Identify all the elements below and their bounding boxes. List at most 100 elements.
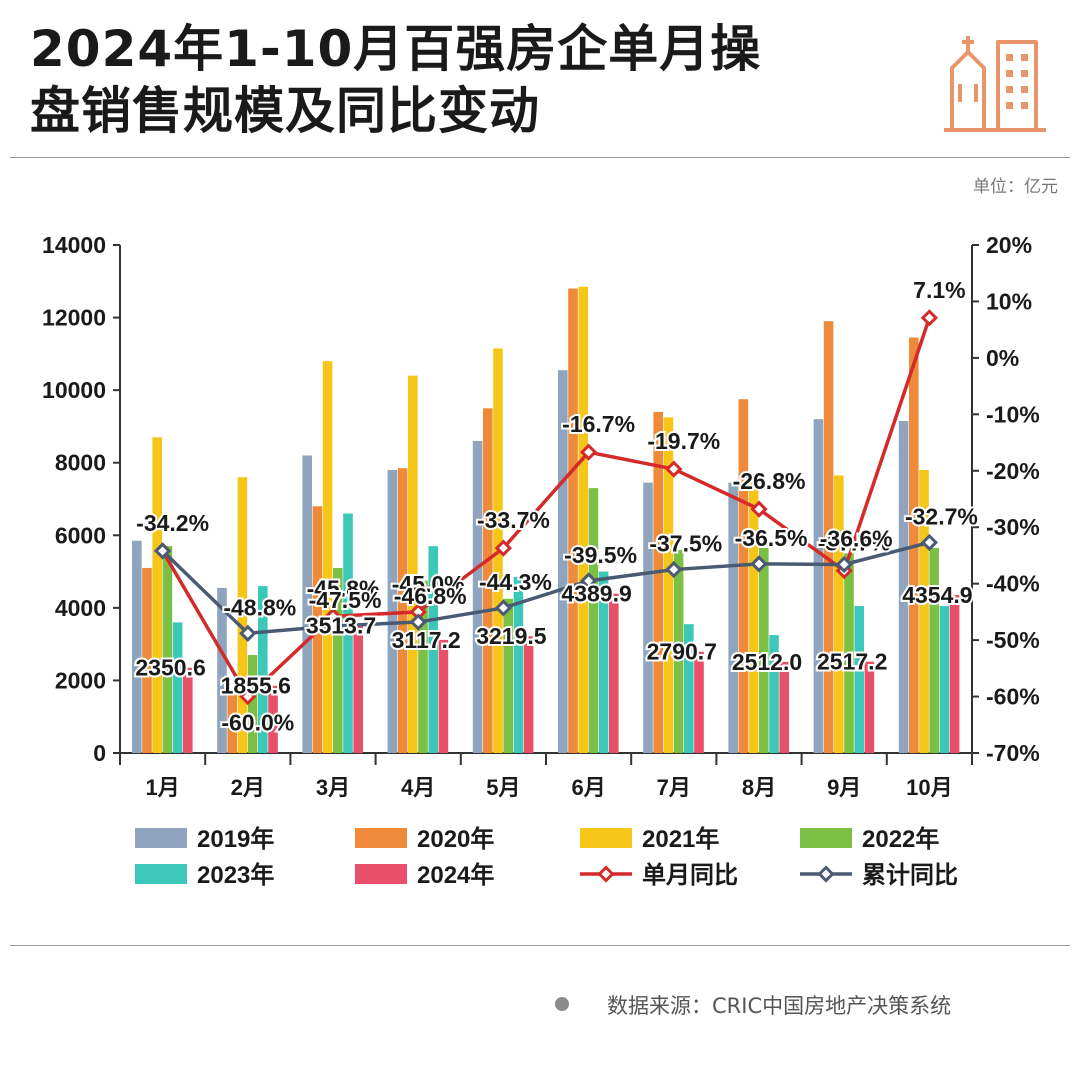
bar	[919, 469, 929, 753]
legend-label: 2019年	[197, 825, 274, 853]
data-label: 2790.7	[647, 639, 717, 665]
bar	[609, 593, 619, 753]
data-label: -39.5%	[564, 542, 637, 568]
data-label: 7.1%	[913, 277, 965, 303]
bar	[578, 286, 588, 753]
legend-swatch	[800, 828, 852, 848]
data-label: -16.7%	[562, 411, 635, 437]
y-tick-label: 2000	[55, 667, 106, 693]
page-title: 2024年1-10月百强房企单月操 盘销售规模及同比变动	[30, 18, 910, 142]
data-label: -36.5%	[735, 525, 808, 551]
bar	[438, 639, 449, 753]
bullet-dot	[555, 997, 569, 1011]
bar	[728, 482, 738, 753]
bar	[694, 651, 704, 753]
bar	[172, 622, 183, 753]
data-label: -32.7%	[905, 503, 978, 529]
bar	[844, 553, 854, 753]
x-tick-label: 8月	[742, 775, 776, 800]
bar	[268, 685, 278, 753]
x-tick-label: 6月	[571, 775, 605, 800]
bar	[132, 540, 142, 753]
y2-tick-label: -30%	[986, 514, 1040, 540]
data-label: 4354.9	[902, 582, 972, 608]
bar	[779, 661, 789, 753]
data-label: 3117.2	[392, 627, 461, 653]
y2-tick-label: -10%	[986, 401, 1040, 427]
y2-tick-label: -20%	[986, 458, 1040, 484]
x-tick-label: 7月	[657, 775, 691, 800]
line-point	[835, 555, 853, 574]
y-tick-label: 6000	[55, 522, 106, 548]
line-point	[579, 572, 598, 590]
legend-label: 2021年	[642, 825, 719, 853]
y2-tick-label: 10%	[986, 288, 1032, 314]
line-point	[665, 560, 683, 579]
bar	[472, 440, 483, 753]
data-label: 3513.7	[306, 613, 376, 639]
bar	[503, 598, 513, 753]
data-label: -45.8%	[307, 575, 380, 601]
x-tick-label: 3月	[316, 775, 350, 800]
x-tick-label: 5月	[486, 775, 520, 800]
y2-tick-label: 20%	[986, 232, 1032, 258]
sales-chart: 0 2000 4000 6000 8000 10000 12000 14000 -70% -60%…	[42, 232, 1040, 889]
x-tick-label: 9月	[827, 775, 861, 800]
bar	[834, 475, 844, 753]
bar	[653, 411, 663, 753]
data-label: 2512.0	[732, 649, 802, 675]
bar	[353, 625, 363, 753]
line-point	[494, 539, 513, 557]
x-tick-label: 10月	[906, 775, 952, 800]
x-tick-label: 1月	[145, 775, 179, 800]
bar	[513, 577, 524, 753]
bar	[247, 655, 258, 753]
legend-label: 累计同比	[862, 862, 958, 889]
bar	[428, 546, 438, 753]
bar	[258, 586, 268, 753]
y-tick-label: 0	[93, 740, 106, 766]
line-point	[239, 687, 257, 706]
y2-tick-label: -70%	[986, 740, 1040, 766]
bar	[568, 288, 578, 753]
bar	[854, 606, 864, 753]
bar	[929, 547, 939, 753]
legend-swatch	[355, 828, 407, 848]
unit-label: 单位：亿元	[973, 177, 1058, 197]
bar	[558, 370, 568, 753]
bar	[227, 694, 237, 753]
legend-swatch	[135, 828, 187, 848]
y-tick-label: 14000	[42, 232, 106, 258]
data-label: 1855.6	[221, 673, 291, 699]
data-label: 2350.6	[135, 655, 205, 681]
line-point	[920, 309, 939, 327]
y-tick-label: 12000	[42, 305, 106, 331]
line-point	[920, 533, 939, 552]
bar	[939, 606, 950, 753]
title-line-1: 2024年1-10月百强房企单月操	[30, 20, 762, 78]
bar	[738, 399, 749, 753]
line-point	[579, 443, 598, 461]
legend-swatch	[580, 828, 632, 848]
header-divider	[10, 157, 1070, 158]
data-label: -44.3%	[479, 569, 552, 595]
bar	[217, 587, 227, 753]
bar	[237, 477, 248, 753]
bar	[769, 635, 779, 753]
legend-label: 2022年	[862, 825, 939, 853]
bar	[418, 580, 428, 753]
line-point	[494, 599, 513, 617]
bar	[343, 513, 353, 753]
data-label: -19.7%	[647, 428, 720, 454]
bar	[759, 547, 769, 753]
y2-tick-label: -60%	[986, 684, 1040, 710]
x-tick-label: 4月	[401, 775, 435, 800]
data-label: -45.0%	[392, 571, 465, 597]
bar	[663, 417, 674, 753]
bar	[673, 549, 684, 753]
data-label: 3219.5	[476, 623, 547, 649]
y2-tick-label: -50%	[986, 627, 1040, 653]
bar	[523, 636, 534, 753]
data-label: -34.2%	[136, 510, 209, 536]
footer-divider	[10, 945, 1070, 946]
